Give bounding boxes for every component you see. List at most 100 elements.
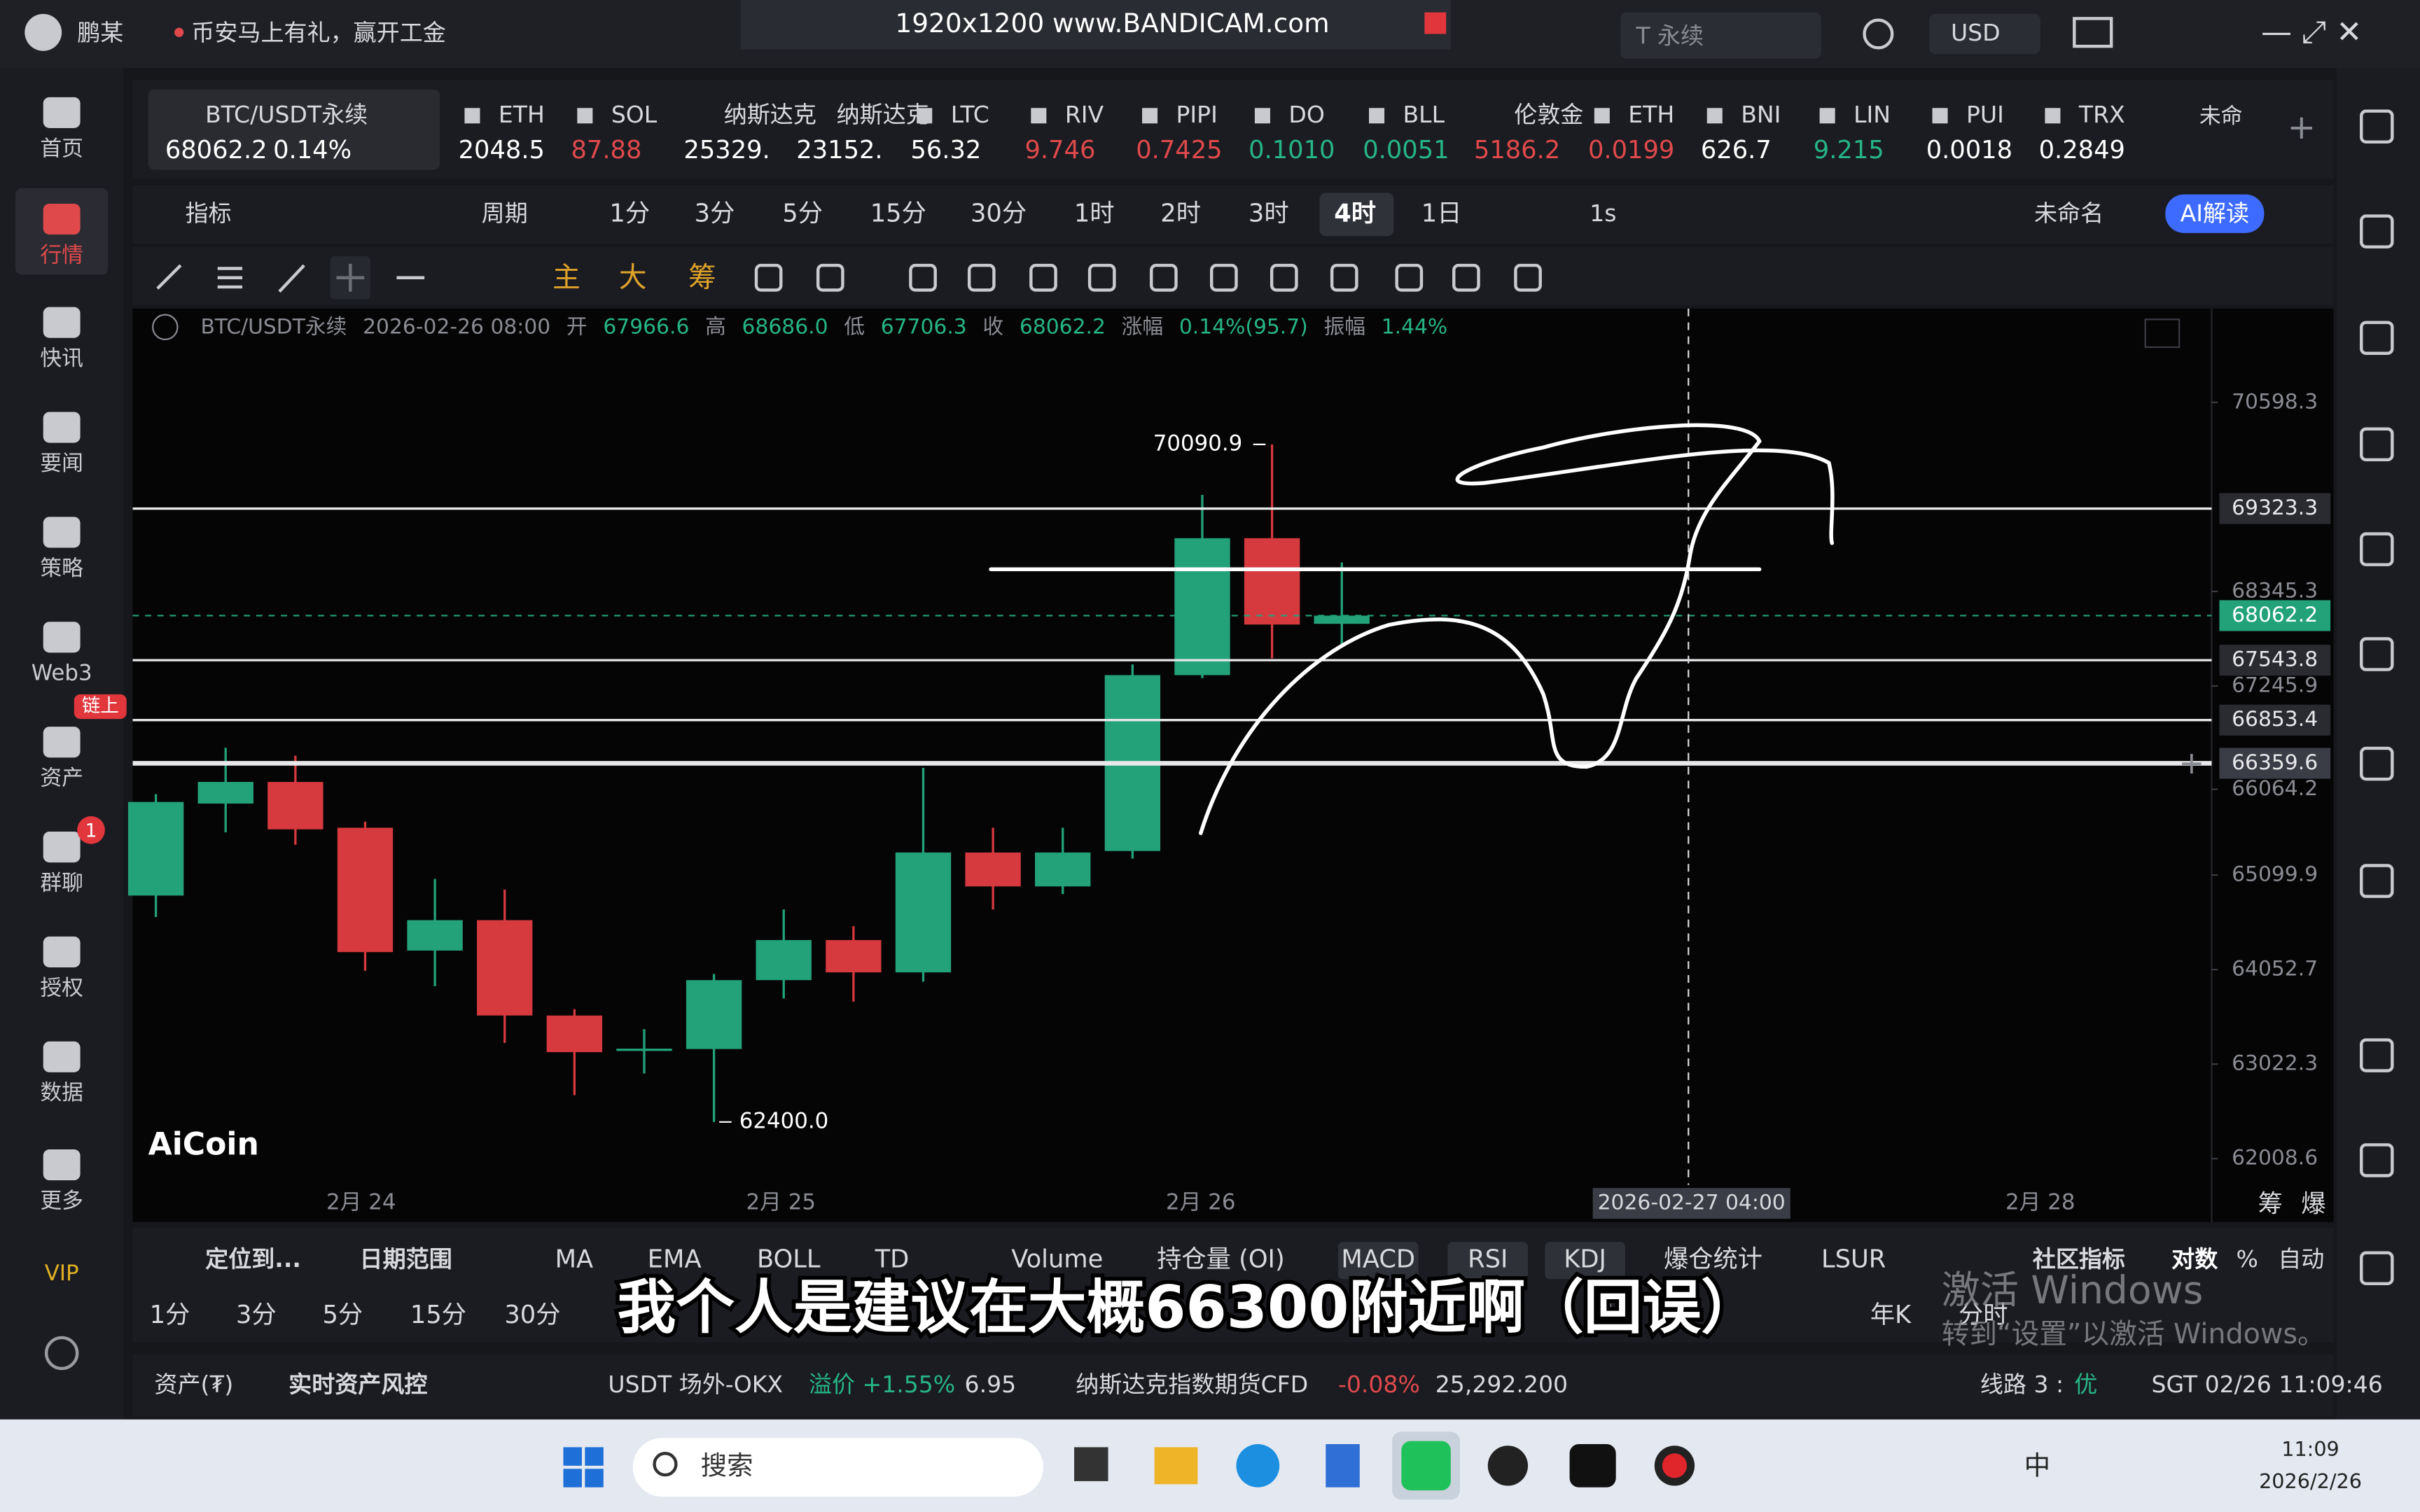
ticker-name[interactable]: LIN — [1854, 101, 1891, 128]
layout-name[interactable]: 未命名 — [2034, 200, 2103, 227]
window-controls[interactable]: — ⤢ ✕ — [2261, 14, 2362, 50]
tool-icon[interactable] — [1270, 263, 1298, 292]
sidebar-label[interactable]: Web3 — [32, 661, 92, 686]
tool-label[interactable]: 大 — [619, 261, 647, 293]
sidebar-label[interactable]: 授权 — [40, 975, 83, 1000]
sidebar-label[interactable]: 资产 — [40, 766, 83, 791]
period-shortcut[interactable]: 分时 — [1959, 1301, 2008, 1329]
sidebar-icon[interactable] — [43, 1149, 81, 1181]
ticker-price[interactable]: 2048.5 — [459, 136, 545, 164]
fullscreen-icon[interactable] — [2144, 318, 2181, 349]
tool-icon[interactable] — [816, 263, 844, 292]
rail-icon[interactable] — [2360, 1038, 2394, 1072]
period-item[interactable]: 1时 — [1074, 199, 1115, 227]
taskbar-lang[interactable]: 中 — [2024, 1450, 2050, 1481]
taskbar-date[interactable]: 2026/2/26 — [2259, 1469, 2362, 1493]
ticker-price[interactable]: 25329. — [683, 136, 770, 164]
ticker-price[interactable]: 0.0051 — [1363, 136, 1449, 164]
ticker-name[interactable]: 纳斯达克 — [724, 101, 816, 128]
sidebar-label[interactable]: 要闻 — [40, 451, 83, 476]
sidebar-icon[interactable] — [43, 517, 81, 548]
ticker-price[interactable]: 9.746 — [1025, 136, 1096, 164]
ticker-name[interactable]: LTC — [951, 101, 989, 128]
taskbar-search[interactable] — [632, 1438, 1043, 1497]
more-tab[interactable]: 未命 — [2199, 104, 2243, 129]
indicator-item[interactable]: MACD — [1341, 1245, 1415, 1274]
tool-label[interactable]: 主 — [552, 261, 580, 293]
ticker-price[interactable]: 9.215 — [1814, 136, 1884, 164]
indicator-item[interactable]: MA — [555, 1245, 594, 1274]
period-item[interactable]: 3时 — [1249, 199, 1289, 227]
ticker-name[interactable]: SOL — [611, 101, 658, 128]
sidebar-label[interactable]: 首页 — [40, 136, 83, 161]
sidebar-label[interactable]: 更多 — [40, 1188, 83, 1213]
status-assets[interactable]: 资产(₮) — [154, 1371, 233, 1398]
ticker-price[interactable]: 23152. — [796, 136, 882, 164]
ai-button-bg[interactable] — [2165, 194, 2265, 233]
sidebar-icon[interactable] — [43, 1041, 81, 1072]
avatar[interactable] — [25, 13, 62, 51]
taskbar-apps[interactable] — [1074, 1432, 1695, 1500]
indicator-item[interactable]: EMA — [648, 1245, 702, 1274]
period-button[interactable]: 周期 — [482, 200, 528, 227]
period-shortcut[interactable]: 5分 — [322, 1301, 363, 1329]
sidebar-icon[interactable] — [43, 832, 81, 863]
sidebar-label[interactable]: 快讯 — [40, 346, 83, 371]
search-box[interactable] — [1620, 12, 1821, 59]
community-button[interactable]: 社区指标 — [2033, 1245, 2125, 1273]
period-item[interactable]: 2时 — [1160, 199, 1201, 227]
promo[interactable]: 币安马上有礼，赢开工金 — [191, 19, 446, 46]
period-shortcut[interactable]: 1分 — [150, 1301, 190, 1329]
axis-tool[interactable]: 爆 — [2301, 1189, 2325, 1218]
ticker-price[interactable]: 0.0199 — [1588, 136, 1674, 164]
sidebar-icon[interactable] — [43, 936, 81, 967]
sidebar-icon[interactable] — [43, 307, 81, 338]
rail-icon[interactable] — [2360, 321, 2394, 355]
indicator-item[interactable]: 持仓量 (OI) — [1157, 1245, 1285, 1274]
indicator-item[interactable]: BOLL — [757, 1245, 821, 1274]
ticker-name[interactable]: BTC/USDT永续 — [205, 101, 368, 128]
period-item[interactable]: 5分 — [782, 199, 823, 227]
ticker-name[interactable]: ETH — [1628, 101, 1674, 128]
sidebar-label[interactable]: 行情 — [40, 242, 83, 267]
rail-icon[interactable] — [2360, 427, 2394, 462]
ticker-price[interactable]: 626.7 — [1701, 136, 1772, 164]
period-shortcut[interactable]: 15分 — [410, 1301, 466, 1329]
sidebar-icon[interactable] — [43, 203, 81, 235]
rail-icon[interactable] — [2360, 1251, 2394, 1285]
period-item[interactable]: 30分 — [971, 199, 1027, 227]
sidebar-label[interactable]: VIP — [45, 1261, 79, 1286]
ticker-name[interactable]: BNI — [1741, 101, 1781, 128]
ticker-name[interactable]: ETH — [499, 101, 545, 128]
add-tab[interactable]: + — [2287, 108, 2316, 147]
tool-icon[interactable] — [967, 263, 996, 292]
period-item[interactable]: 4时 — [1334, 199, 1376, 227]
mail-icon[interactable] — [2073, 17, 2113, 48]
sidebar-icon[interactable] — [43, 412, 81, 443]
tool-icon[interactable] — [1330, 263, 1358, 292]
period-item[interactable]: 1日 — [1421, 199, 1462, 227]
currency[interactable]: USD — [1951, 19, 2001, 46]
start-icon[interactable] — [563, 1447, 604, 1488]
log-button[interactable]: 对数 — [2171, 1245, 2218, 1273]
ticker-name[interactable]: DO — [1288, 101, 1324, 128]
rail-icon[interactable] — [2360, 109, 2394, 144]
sidebar-icon[interactable] — [43, 727, 81, 758]
indicator-item[interactable]: Volume — [1011, 1245, 1103, 1274]
tool-icon[interactable] — [909, 263, 937, 292]
period-shortcut[interactable]: 30分 — [504, 1301, 560, 1329]
ticker-price[interactable]: 0.0018 — [1926, 136, 2012, 164]
taskbar-search-text[interactable]: 搜索 — [701, 1450, 753, 1481]
tool-icon[interactable] — [1395, 263, 1424, 292]
tool-icon[interactable] — [1150, 263, 1178, 292]
rail-icon[interactable] — [2360, 1143, 2394, 1177]
rail-icon[interactable] — [2360, 214, 2394, 248]
rail-icon[interactable] — [2360, 532, 2394, 566]
ticker-price[interactable]: 0.1010 — [1249, 136, 1335, 164]
period-shortcut[interactable]: 年K — [1870, 1301, 1912, 1329]
ticker-name[interactable]: BLL — [1403, 101, 1445, 128]
period-shortcut[interactable]: 周K — [1590, 1301, 1631, 1329]
bell-icon[interactable] — [1863, 18, 1894, 50]
ticker-name[interactable]: TRX — [2078, 101, 2125, 128]
ticker-name[interactable]: PUI — [1966, 101, 2004, 128]
